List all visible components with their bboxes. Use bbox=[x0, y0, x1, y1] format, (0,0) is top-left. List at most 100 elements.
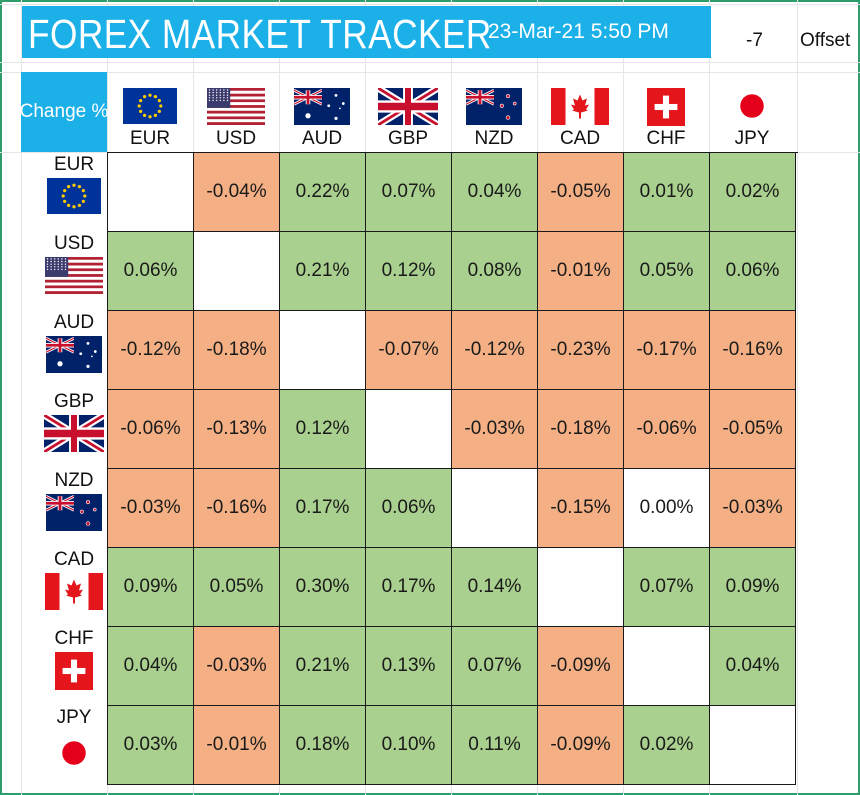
column-header-label: USD bbox=[215, 128, 257, 149]
timestamp: 23-Mar-21 5:50 PM bbox=[488, 20, 669, 43]
matrix-cell-cad-chf[interactable]: 0.07% bbox=[624, 548, 710, 627]
matrix-cell-eur-gbp[interactable]: 0.07% bbox=[366, 153, 452, 232]
matrix-cell-aud-aud[interactable] bbox=[280, 311, 366, 390]
matrix-cell-gbp-usd[interactable]: -0.13% bbox=[194, 390, 280, 469]
matrix-cell-usd-aud[interactable]: 0.21% bbox=[280, 232, 366, 311]
matrix-cell-jpy-nzd[interactable]: 0.11% bbox=[452, 706, 538, 785]
canada-flag-icon bbox=[551, 88, 609, 125]
matrix-cell-nzd-nzd[interactable] bbox=[452, 469, 538, 548]
matrix-cell-gbp-nzd[interactable]: -0.03% bbox=[452, 390, 538, 469]
new-zealand-flag-icon bbox=[46, 494, 102, 531]
offset-value-cell[interactable]: -7 bbox=[746, 30, 763, 51]
matrix-cell-eur-nzd[interactable]: 0.04% bbox=[452, 153, 538, 232]
matrix-cell-usd-eur[interactable]: 0.06% bbox=[108, 232, 194, 311]
matrix-cell-gbp-aud[interactable]: 0.12% bbox=[280, 390, 366, 469]
matrix-cell-aud-nzd[interactable]: -0.12% bbox=[452, 311, 538, 390]
matrix-cell-usd-chf[interactable]: 0.05% bbox=[624, 232, 710, 311]
matrix-cell-usd-jpy[interactable]: 0.06% bbox=[710, 232, 796, 311]
matrix-cell-nzd-chf[interactable]: 0.00% bbox=[624, 469, 710, 548]
matrix-cell-nzd-usd[interactable]: -0.16% bbox=[194, 469, 280, 548]
us-flag-icon bbox=[207, 88, 265, 125]
row-header-usd: USD bbox=[31, 231, 117, 310]
australia-flag-icon bbox=[46, 336, 102, 373]
matrix-cell-cad-gbp[interactable]: 0.17% bbox=[366, 548, 452, 627]
matrix-cell-eur-eur[interactable] bbox=[108, 153, 194, 232]
matrix-cell-eur-aud[interactable]: 0.22% bbox=[280, 153, 366, 232]
matrix-cell-aud-eur[interactable]: -0.12% bbox=[108, 311, 194, 390]
column-header-chf: CHF bbox=[623, 72, 709, 152]
matrix-cell-cad-jpy[interactable]: 0.09% bbox=[710, 548, 796, 627]
matrix-cell-nzd-cad[interactable]: -0.15% bbox=[538, 469, 624, 548]
matrix-cell-chf-nzd[interactable]: 0.07% bbox=[452, 627, 538, 706]
column-header-label: AUD bbox=[301, 128, 343, 149]
row-header-label: CAD bbox=[53, 549, 95, 570]
matrix-cell-chf-eur[interactable]: 0.04% bbox=[108, 627, 194, 706]
matrix-cell-usd-nzd[interactable]: 0.08% bbox=[452, 232, 538, 311]
matrix-cell-cad-nzd[interactable]: 0.14% bbox=[452, 548, 538, 627]
japan-flag-icon bbox=[738, 92, 766, 120]
uk-flag-icon bbox=[44, 415, 104, 452]
column-header-gbp: GBP bbox=[365, 72, 451, 152]
eu-flag-icon bbox=[47, 178, 101, 214]
matrix-cell-jpy-chf[interactable]: 0.02% bbox=[624, 706, 710, 785]
matrix-cell-jpy-aud[interactable]: 0.18% bbox=[280, 706, 366, 785]
matrix-cell-eur-chf[interactable]: 0.01% bbox=[624, 153, 710, 232]
matrix-cell-aud-cad[interactable]: -0.23% bbox=[538, 311, 624, 390]
matrix-cell-aud-jpy[interactable]: -0.16% bbox=[710, 311, 796, 390]
row-header-gbp: GBP bbox=[31, 389, 117, 468]
matrix-cell-nzd-gbp[interactable]: 0.06% bbox=[366, 469, 452, 548]
row-header-label: JPY bbox=[56, 707, 92, 728]
matrix-cell-aud-gbp[interactable]: -0.07% bbox=[366, 311, 452, 390]
column-header-label: GBP bbox=[387, 128, 429, 149]
matrix-cell-chf-chf[interactable] bbox=[624, 627, 710, 706]
matrix-cell-jpy-eur[interactable]: 0.03% bbox=[108, 706, 194, 785]
matrix-cell-usd-gbp[interactable]: 0.12% bbox=[366, 232, 452, 311]
row-header-label: CHF bbox=[54, 628, 94, 649]
column-header-label: JPY bbox=[734, 128, 770, 149]
matrix-cell-jpy-usd[interactable]: -0.01% bbox=[194, 706, 280, 785]
matrix-cell-gbp-chf[interactable]: -0.06% bbox=[624, 390, 710, 469]
column-header-cad: CAD bbox=[537, 72, 623, 152]
matrix-cell-jpy-cad[interactable]: -0.09% bbox=[538, 706, 624, 785]
column-header-nzd: NZD bbox=[451, 72, 537, 152]
column-header-usd: USD bbox=[193, 72, 279, 152]
matrix-cell-chf-gbp[interactable]: 0.13% bbox=[366, 627, 452, 706]
japan-flag-icon bbox=[60, 739, 88, 767]
matrix-cell-cad-aud[interactable]: 0.30% bbox=[280, 548, 366, 627]
title-bar: FOREX MARKET TRACKER 23-Mar-21 5:50 PM bbox=[22, 6, 711, 58]
matrix-cell-usd-cad[interactable]: -0.01% bbox=[538, 232, 624, 311]
us-flag-icon bbox=[45, 257, 103, 294]
switzerland-flag-icon bbox=[647, 88, 685, 126]
matrix-cell-gbp-cad[interactable]: -0.18% bbox=[538, 390, 624, 469]
matrix-cell-chf-cad[interactable]: -0.09% bbox=[538, 627, 624, 706]
matrix-cell-chf-aud[interactable]: 0.21% bbox=[280, 627, 366, 706]
matrix-cell-eur-cad[interactable]: -0.05% bbox=[538, 153, 624, 232]
matrix-cell-aud-usd[interactable]: -0.18% bbox=[194, 311, 280, 390]
matrix-cell-jpy-gbp[interactable]: 0.10% bbox=[366, 706, 452, 785]
column-header-label: EUR bbox=[129, 128, 171, 149]
matrix-cell-cad-cad[interactable] bbox=[538, 548, 624, 627]
matrix-cell-nzd-eur[interactable]: -0.03% bbox=[108, 469, 194, 548]
change-percent-header: Change % bbox=[20, 72, 108, 152]
matrix-cell-nzd-jpy[interactable]: -0.03% bbox=[710, 469, 796, 548]
column-header-label: NZD bbox=[474, 128, 514, 149]
row-header-eur: EUR bbox=[31, 152, 117, 231]
column-header-eur: EUR bbox=[107, 72, 193, 152]
matrix-cell-eur-jpy[interactable]: 0.02% bbox=[710, 153, 796, 232]
matrix-cell-usd-usd[interactable] bbox=[194, 232, 280, 311]
matrix-cell-aud-chf[interactable]: -0.17% bbox=[624, 311, 710, 390]
matrix-cell-gbp-jpy[interactable]: -0.05% bbox=[710, 390, 796, 469]
matrix-cell-gbp-eur[interactable]: -0.06% bbox=[108, 390, 194, 469]
matrix-cell-cad-usd[interactable]: 0.05% bbox=[194, 548, 280, 627]
matrix-cell-eur-usd[interactable]: -0.04% bbox=[194, 153, 280, 232]
matrix-cell-chf-usd[interactable]: -0.03% bbox=[194, 627, 280, 706]
row-header-chf: CHF bbox=[31, 626, 117, 705]
matrix-cell-cad-eur[interactable]: 0.09% bbox=[108, 548, 194, 627]
matrix-cell-jpy-jpy[interactable] bbox=[710, 706, 796, 785]
row-header-label: EUR bbox=[53, 154, 95, 175]
column-header-aud: AUD bbox=[279, 72, 365, 152]
matrix-cell-gbp-gbp[interactable] bbox=[366, 390, 452, 469]
matrix-cell-chf-jpy[interactable]: 0.04% bbox=[710, 627, 796, 706]
matrix-cell-nzd-aud[interactable]: 0.17% bbox=[280, 469, 366, 548]
australia-flag-icon bbox=[294, 88, 350, 125]
